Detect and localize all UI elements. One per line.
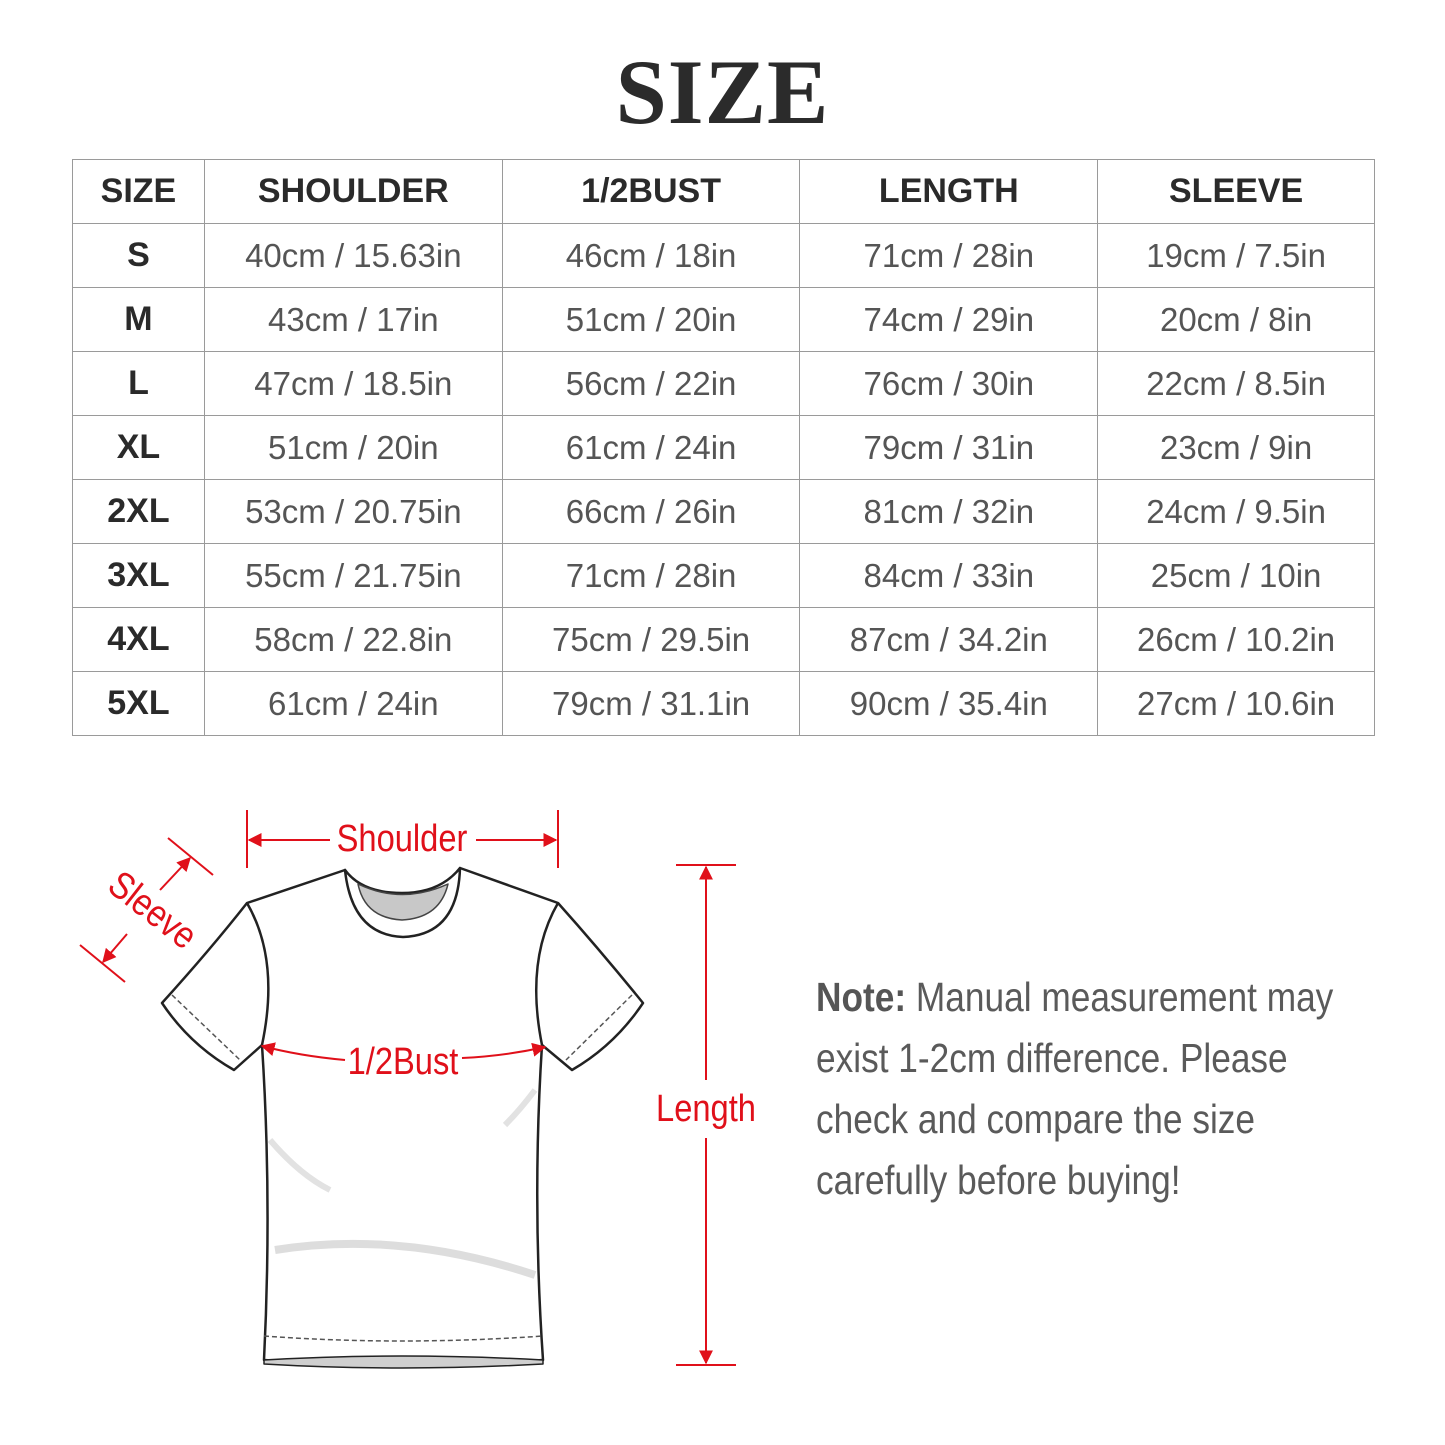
sleeve-arrow-bottom — [102, 933, 128, 964]
length-cell: 76cm / 30in — [799, 351, 1099, 416]
shoulder-cell: 47cm / 18.5in — [203, 351, 503, 416]
header-bust: 1/2BUST — [501, 159, 801, 224]
length-cell: 90cm / 35.4in — [799, 671, 1099, 736]
shoulder-label: Shoulder — [337, 817, 468, 860]
size-table: SIZE SHOULDER 1/2BUST LENGTH SLEEVE S 40c… — [72, 159, 1375, 736]
size-cell: L — [72, 351, 205, 416]
length-cell: 84cm / 33in — [799, 543, 1099, 608]
size-cell: 5XL — [72, 671, 205, 736]
sleeve-cell: 24cm / 9.5in — [1097, 479, 1375, 544]
note-text: Note: Manual measurement may exist 1-2cm… — [816, 967, 1366, 1211]
bust-cell: 71cm / 28in — [501, 543, 801, 608]
sleeve-cell: 26cm / 10.2in — [1097, 607, 1375, 672]
bust-cell: 46cm / 18in — [501, 223, 801, 288]
bust-cell: 61cm / 24in — [501, 415, 801, 480]
length-label: Length — [656, 1087, 756, 1130]
table-row: 4XL 58cm / 22.8in 75cm / 29.5in 87cm / 34.2… — [72, 607, 1375, 672]
sleeve-arrow-top — [159, 856, 191, 891]
sleeve-cell: 22cm / 8.5in — [1097, 351, 1375, 416]
table-row: 5XL 61cm / 24in 79cm / 31.1in 90cm / 35.4in… — [72, 671, 1375, 736]
note-label: Note: — [816, 974, 907, 1020]
bust-cell: 75cm / 29.5in — [501, 607, 801, 672]
size-cell: M — [72, 287, 205, 352]
tshirt-diagram: Shoulder 1/2Bust Length Sleeve — [79, 810, 756, 1369]
table-row: L 47cm / 18.5in 56cm / 22in 76cm / 30in 22cm… — [72, 351, 1375, 416]
bust-arrow-right — [461, 1042, 547, 1059]
length-cell: 81cm / 32in — [799, 479, 1099, 544]
header-size: SIZE — [72, 159, 205, 224]
table-row: M 43cm / 17in 51cm / 20in 74cm / 29in 20cm /… — [72, 287, 1375, 352]
shoulder-cell: 53cm / 20.75in — [203, 479, 503, 544]
table-row: 2XL 53cm / 20.75in 66cm / 26in 81cm / 32in 2… — [72, 479, 1375, 544]
length-cell: 74cm / 29in — [799, 287, 1099, 352]
header-shoulder: SHOULDER — [203, 159, 503, 224]
bust-cell: 66cm / 26in — [501, 479, 801, 544]
shoulder-cell: 58cm / 22.8in — [203, 607, 503, 672]
bust-cell: 56cm / 22in — [501, 351, 801, 416]
size-cell: XL — [72, 415, 205, 480]
sleeve-cell: 20cm / 8in — [1097, 287, 1375, 352]
size-cell: 3XL — [72, 543, 205, 608]
shoulder-cell: 51cm / 20in — [203, 415, 503, 480]
length-cell: 79cm / 31in — [799, 415, 1099, 480]
shoulder-cell: 43cm / 17in — [203, 287, 503, 352]
bust-arrow-left — [260, 1042, 346, 1061]
header-length: LENGTH — [799, 159, 1099, 224]
shoulder-cell: 40cm / 15.63in — [203, 223, 503, 288]
header-sleeve: SLEEVE — [1097, 159, 1375, 224]
page-title: SIZE — [615, 41, 830, 143]
bust-cell: 51cm / 20in — [501, 287, 801, 352]
shoulder-cell: 55cm / 21.75in — [203, 543, 503, 608]
length-cell: 71cm / 28in — [799, 223, 1099, 288]
sleeve-cell: 27cm / 10.6in — [1097, 671, 1375, 736]
sleeve-label: Sleeve — [100, 862, 205, 957]
note-body: Manual measurement may exist 1-2cm diffe… — [816, 974, 1334, 1203]
table-row: S 40cm / 15.63in 46cm / 18in 71cm / 28in 19c… — [72, 223, 1375, 288]
size-cell: S — [72, 223, 205, 288]
bust-cell: 79cm / 31.1in — [501, 671, 801, 736]
sleeve-cell: 23cm / 9in — [1097, 415, 1375, 480]
bust-label: 1/2Bust — [348, 1040, 459, 1083]
table-row: 3XL 55cm / 21.75in 71cm / 28in 84cm / 33in 2… — [72, 543, 1375, 608]
size-cell: 2XL — [72, 479, 205, 544]
sleeve-cell: 25cm / 10in — [1097, 543, 1375, 608]
shoulder-cell: 61cm / 24in — [203, 671, 503, 736]
table-header-row: SIZE SHOULDER 1/2BUST LENGTH SLEEVE — [72, 159, 1375, 224]
sleeve-cell: 19cm / 7.5in — [1097, 223, 1375, 288]
length-cell: 87cm / 34.2in — [799, 607, 1099, 672]
table-row: XL 51cm / 20in 61cm / 24in 79cm / 31in 23cm … — [72, 415, 1375, 480]
t-shirt-icon — [160, 866, 645, 1369]
size-cell: 4XL — [72, 607, 205, 672]
